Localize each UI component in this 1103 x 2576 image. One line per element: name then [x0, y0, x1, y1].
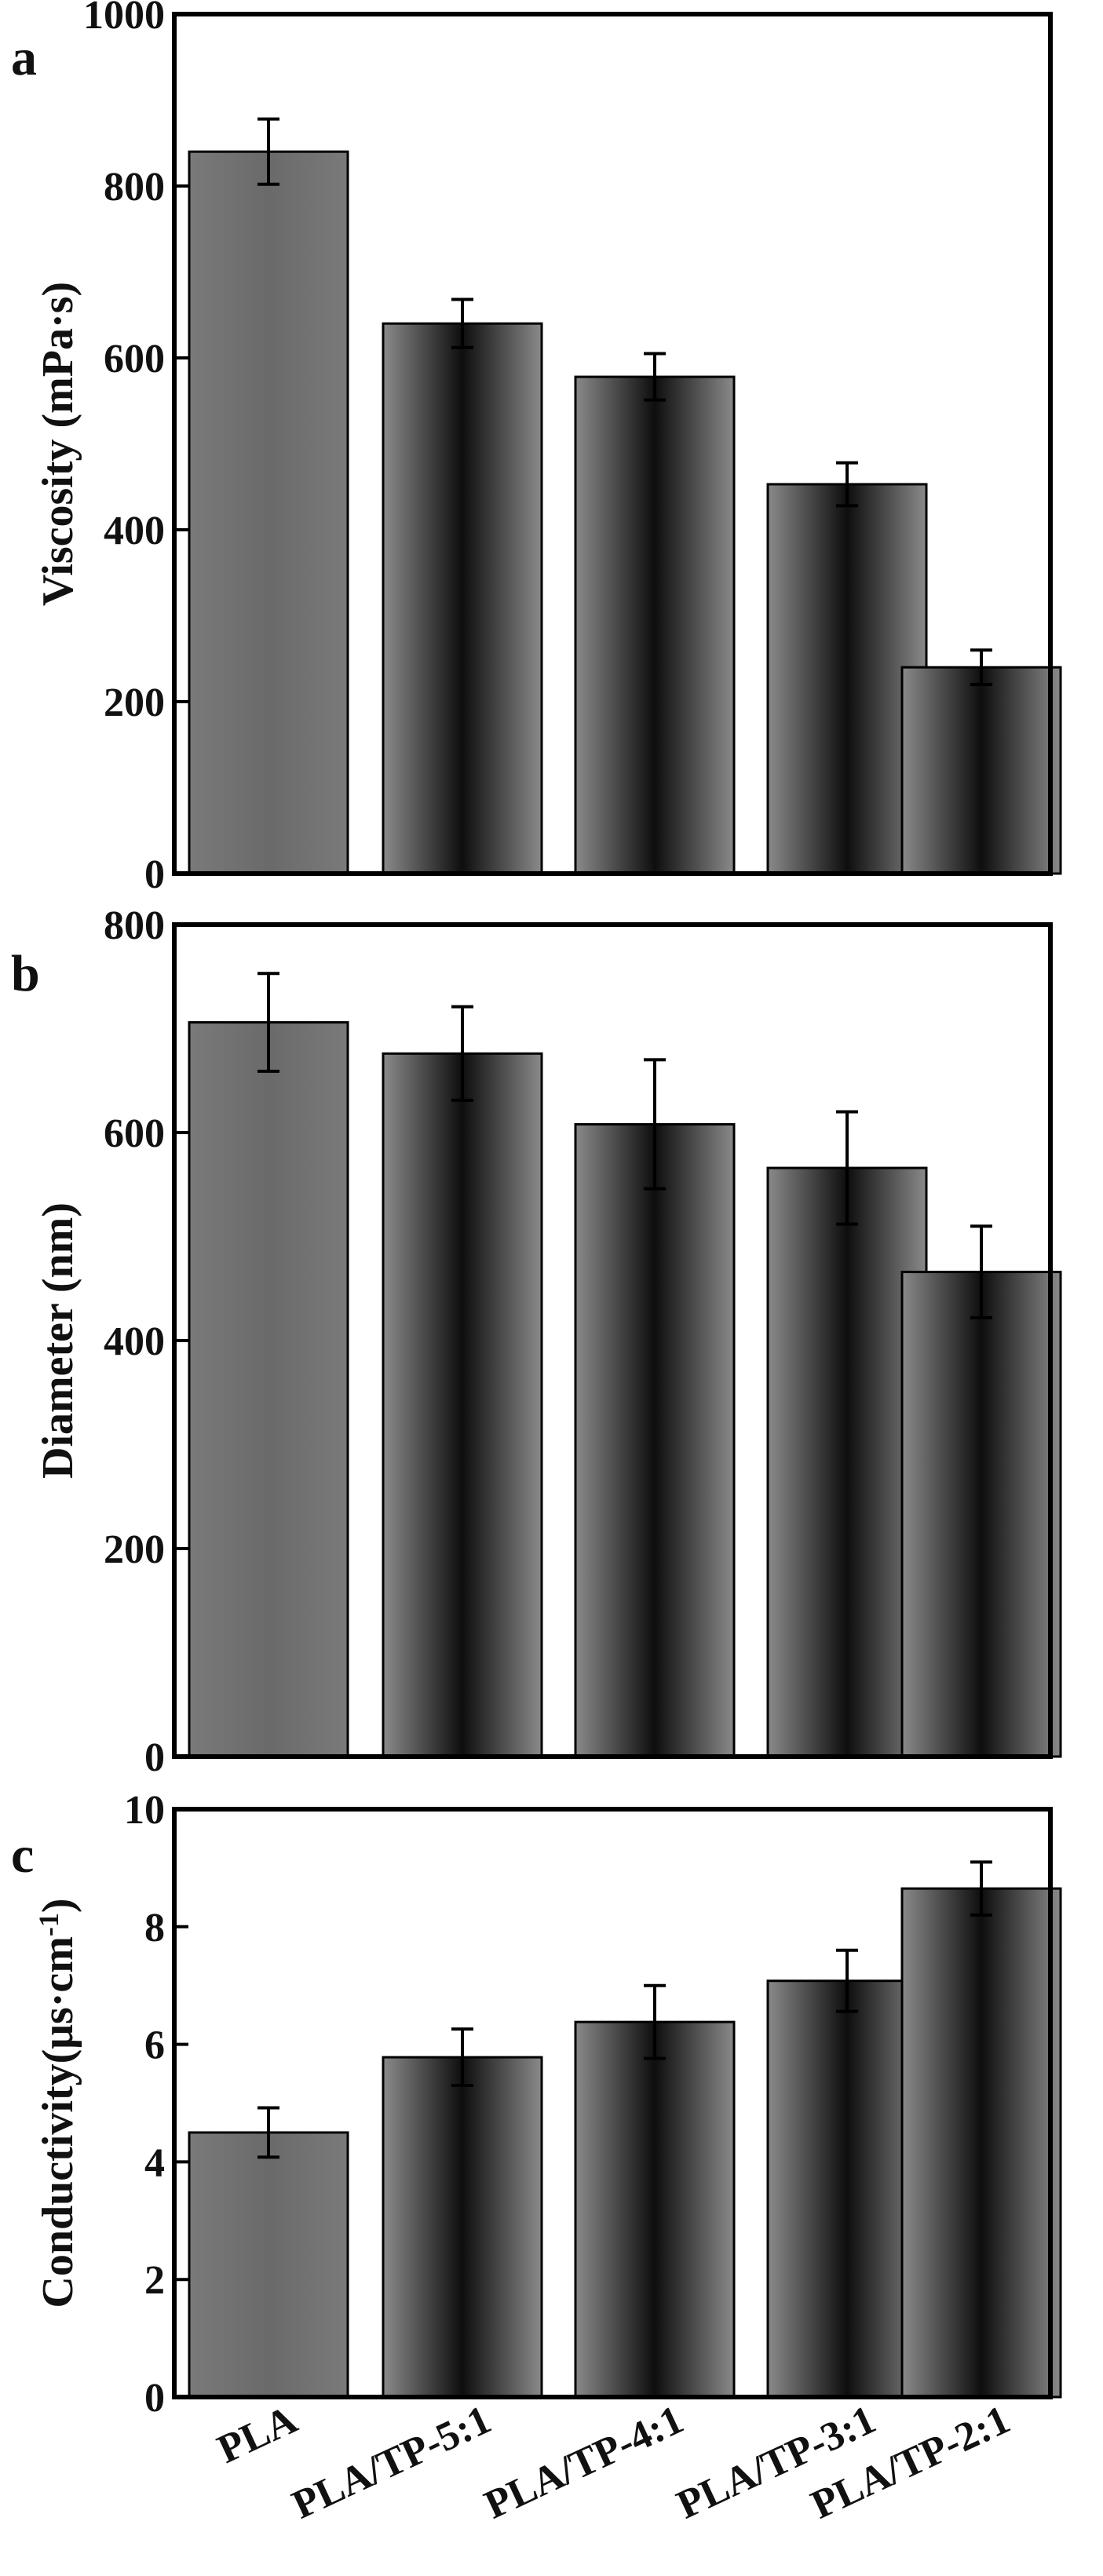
y-tick-label: 600 [104, 337, 165, 381]
y-axis-title: Conductivity(μs·cm-1) [33, 1898, 82, 2308]
bar-pla-tp-3-1 [766, 1979, 928, 2399]
y-axis-title: Viscosity (mPa·s) [34, 282, 82, 606]
y-tick-label: 200 [104, 680, 165, 725]
bar-pla-tp-2-1 [900, 1271, 1062, 1758]
bar-pla-tp-4-1 [574, 1122, 736, 1758]
category-label: PLA [211, 2397, 305, 2472]
plot-frame [172, 12, 1053, 876]
bar-pla-tp-5-1 [382, 1052, 543, 1758]
panel-a-viscosity: 0 200 400 600 800 1000 a Viscosity (mPa·s) [11, 0, 1062, 897]
category-label: PLA/TP-5:1 [286, 2397, 498, 2527]
panel-c-conductivity: 0 2 4 6 8 10 c Conductivity(μs·cm-1) [11, 1788, 1062, 2421]
bar-pla-tp-2-1 [900, 1887, 1062, 2399]
y-tick-label: 10 [124, 1788, 165, 1833]
y-tick-label: 800 [104, 165, 165, 210]
panel-b-diameter: 0 200 400 600 800 b Diameter (nm) [11, 903, 1062, 1780]
y-tick-label: 400 [104, 509, 165, 553]
bar-pla-tp-5-1 [382, 2056, 543, 2399]
bar-pla [188, 2131, 349, 2399]
panel-letter: b [11, 945, 40, 1002]
y-tick-label: 4 [144, 2140, 165, 2185]
panel-letter: a [11, 29, 37, 86]
y-tick-label: 200 [104, 1527, 165, 1572]
y-tick-label: 1000 [83, 0, 165, 38]
plot-frame [172, 1807, 1053, 2399]
y-tick-label: 2 [144, 2258, 165, 2303]
y-tick-label: 8 [144, 1906, 165, 1950]
panel-letter: c [11, 1826, 34, 1884]
y-axis-title: Diameter (nm) [34, 1202, 82, 1479]
y-tick-label: 400 [104, 1319, 165, 1364]
bar-pla-tp-4-1 [574, 375, 736, 875]
bar-pla-tp-3-1 [766, 1166, 928, 1758]
y-tick-label: 0 [144, 852, 165, 897]
y-tick-label: 6 [144, 2023, 165, 2068]
y-tick-label: 0 [144, 2376, 165, 2421]
y-tick-label: 600 [104, 1111, 165, 1156]
bar-pla-tp-2-1 [900, 666, 1062, 875]
y-tick-label: 0 [144, 1735, 165, 1780]
category-label: PLA/TP-4:1 [478, 2397, 690, 2527]
bar-pla-tp-5-1 [382, 322, 543, 875]
bar-pla-tp-4-1 [574, 2020, 736, 2399]
category-labels: PLAPLA/TP-5:1PLA/TP-4:1PLA/TP-3:1PLA/TP-… [211, 2397, 1017, 2528]
bar-pla [188, 150, 349, 875]
bar-pla [188, 1021, 349, 1758]
y-tick-label: 800 [104, 903, 165, 948]
